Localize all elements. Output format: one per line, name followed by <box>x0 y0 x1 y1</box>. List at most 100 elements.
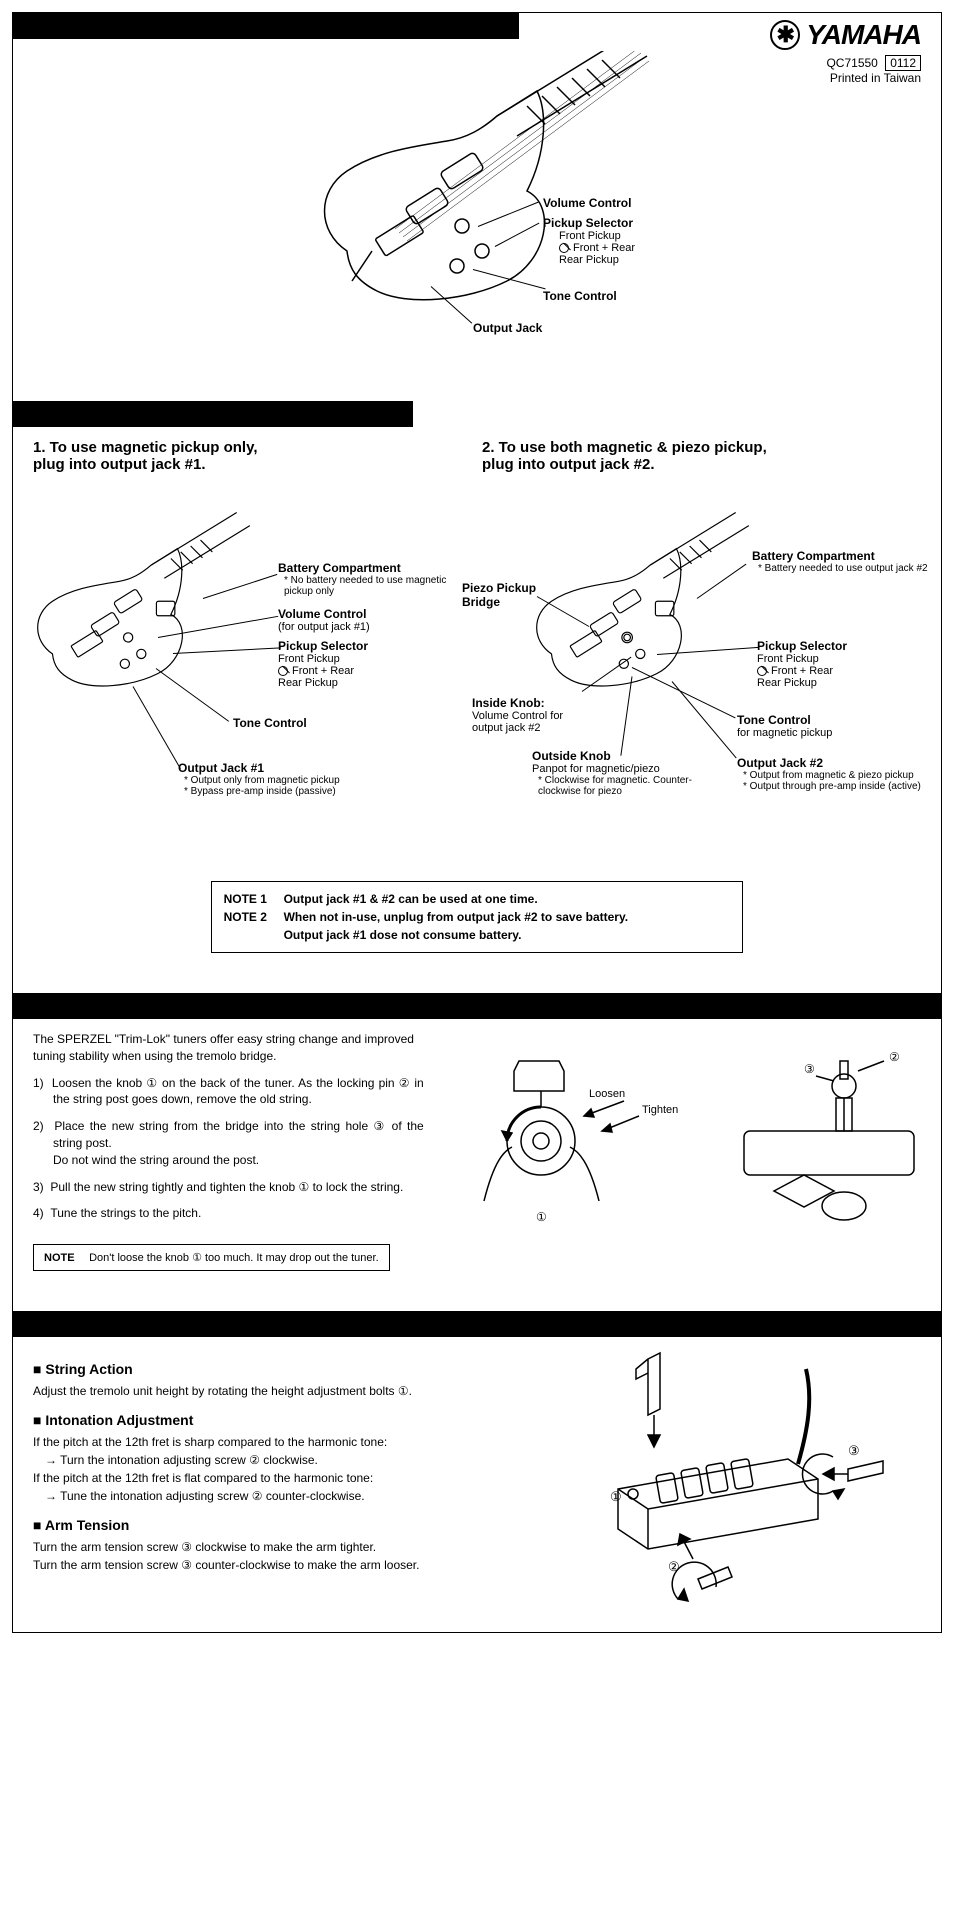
ps-front: Front Pickup <box>543 230 635 242</box>
r-outside: Outside Knob Panpot for magnetic/piezo *… <box>532 749 712 797</box>
mode2-title: 2. To use both magnetic & piezo pickup, … <box>482 439 921 473</box>
volume-control-label: Volume Control <box>543 196 631 210</box>
guitar-small-1 <box>13 511 263 731</box>
bridge-p2a: If the pitch at the 12th fret is sharp c… <box>33 1433 495 1451</box>
tone-label: Tone Control <box>233 716 307 730</box>
ps-front: Front Pickup <box>278 653 368 665</box>
volume-note: (for output jack #1) <box>278 621 370 633</box>
jack-n2: * Output through pre-amp inside (active) <box>737 781 947 792</box>
pickup-modes-row: 1. To use magnetic pickup only, plug int… <box>33 439 921 861</box>
yamaha-mark-icon <box>770 20 800 50</box>
note-label: NOTE <box>44 1252 86 1264</box>
bridge-section: String Action Adjust the tremolo unit he… <box>33 1349 921 1612</box>
note2-label: NOTE 2 <box>224 908 284 926</box>
jack-n1: * Output from magnetic & piezo pickup <box>737 770 947 781</box>
outside-n1: Panpot for magnetic/piezo <box>532 763 712 775</box>
battery-note: * Battery needed to use output jack #2 <box>752 563 932 574</box>
section-a-bar <box>13 401 413 427</box>
label-pickup-selector: Pickup Selector Front Pickup Front + Rea… <box>543 216 635 266</box>
ps-both: Front + Rear <box>573 242 635 254</box>
output-jack-label: Output Jack <box>473 321 542 335</box>
l-ps: Pickup Selector Front Pickup Front + Rea… <box>278 639 368 689</box>
ps-both: Front + Rear <box>771 665 833 677</box>
ps-both: Front + Rear <box>292 665 354 677</box>
inside-note: Volume Control for output jack #2 <box>472 710 592 734</box>
header-black-bar <box>13 13 519 39</box>
mode-magnetic-only: 1. To use magnetic pickup only, plug int… <box>33 439 472 861</box>
ps-front: Front Pickup <box>757 653 847 665</box>
mode1-title: 1. To use magnetic pickup only, plug int… <box>33 439 472 473</box>
notes-box: NOTE 1Output jack #1 & #2 can be used at… <box>211 881 744 953</box>
bridge-h1: String Action <box>33 1359 495 1380</box>
bridge-p1: Adjust the tremolo unit height by rotati… <box>33 1382 495 1400</box>
ps-label: Pickup Selector <box>278 639 368 653</box>
svg-text:②: ② <box>889 1050 900 1064</box>
selector-icon <box>278 666 288 676</box>
l-volume: Volume Control (for output jack #1) <box>278 607 370 633</box>
l-jack: Output Jack #1 * Output only from magnet… <box>178 761 408 797</box>
bridge-p2b: → Turn the intonation adjusting screw ② … <box>33 1451 495 1469</box>
label-output-jack: Output Jack <box>473 321 542 335</box>
selector-icon <box>559 243 569 253</box>
hero-diagram: Volume Control Pickup Selector Front Pic… <box>33 51 921 371</box>
r-piezo: Piezo Pickup Bridge <box>462 581 552 609</box>
bridge-p5: Turn the arm tension screw ③ counter-clo… <box>33 1556 495 1574</box>
tuner-step-3: 3) Pull the new string tightly and tight… <box>33 1179 424 1196</box>
tone-control-label: Tone Control <box>543 289 617 303</box>
outside-n2: * Clockwise for magnetic. Counter-clockw… <box>532 775 712 797</box>
l-tone: Tone Control <box>233 716 307 730</box>
r-ps: Pickup Selector Front Pickup Front + Rea… <box>757 639 847 689</box>
pickup-selector-label: Pickup Selector <box>543 216 633 230</box>
svg-text:①: ① <box>610 1489 622 1504</box>
bridge-p3a: If the pitch at the 12th fret is flat co… <box>33 1469 495 1487</box>
bridge-bar <box>13 1311 941 1337</box>
bridge-text: String Action Adjust the tremolo unit he… <box>33 1349 495 1574</box>
ps-rear: Rear Pickup <box>543 254 635 266</box>
ps-rear: Rear Pickup <box>278 677 368 689</box>
svg-text:③: ③ <box>804 1062 815 1076</box>
battery-label: Battery Compartment <box>278 561 401 575</box>
tuner-note-text: Don't loose the knob ① too much. It may … <box>89 1252 379 1264</box>
tuner-s4: Tune the strings to the pitch. <box>50 1206 201 1220</box>
loosen-label: Loosen <box>589 1088 625 1100</box>
bridge-p4: Turn the arm tension screw ③ clockwise t… <box>33 1538 495 1556</box>
tuner-svg: Loosen Tighten ① ③ ② <box>444 1031 924 1231</box>
tuner-step-1: 1) Loosen the knob ① on the back of the … <box>33 1075 424 1109</box>
label-volume: Volume Control <box>543 196 631 210</box>
note2a-text: When not in-use, unplug from output jack… <box>284 910 628 924</box>
svg-text:①: ① <box>536 1210 547 1224</box>
yamaha-logo: YAMAHA <box>770 19 921 51</box>
mode-magnetic-piezo: 2. To use both magnetic & piezo pickup, … <box>482 439 921 861</box>
tuner-s3: Pull the new string tightly and tighten … <box>50 1180 403 1194</box>
jack-n1: * Output only from magnetic pickup <box>178 775 408 786</box>
r-inside: Inside Knob: Volume Control for output j… <box>472 696 592 734</box>
tuner-step-4: 4) Tune the strings to the pitch. <box>33 1205 424 1222</box>
bridge-diagram: ① ② ③ <box>515 1349 921 1612</box>
r-battery: Battery Compartment * Battery needed to … <box>752 549 932 574</box>
jack-label: Output Jack #1 <box>178 761 264 775</box>
inside-label: Inside Knob: <box>472 696 545 710</box>
tone-label: Tone Control <box>737 713 811 727</box>
note1-text: Output jack #1 & #2 can be used at one t… <box>284 892 538 906</box>
tuner-diagrams: Loosen Tighten ① ③ ② <box>444 1031 924 1234</box>
brand-text: YAMAHA <box>806 19 921 51</box>
tuner-note-box: NOTE Don't loose the knob ① too much. It… <box>33 1244 390 1271</box>
note2b-text: Output jack #1 dose not consume battery. <box>284 928 522 942</box>
tuner-text: The SPERZEL "Trim-Lok" tuners offer easy… <box>33 1031 424 1232</box>
label-tone: Tone Control <box>543 289 617 303</box>
l-battery: Battery Compartment * No battery needed … <box>278 561 458 597</box>
volume-label: Volume Control <box>278 607 366 621</box>
manual-page: YAMAHA QC71550 0112 Printed in Taiwan <box>12 12 942 1633</box>
battery-label: Battery Compartment <box>752 549 875 563</box>
svg-text:②: ② <box>668 1559 680 1574</box>
bridge-h2: Intonation Adjustment <box>33 1410 495 1431</box>
outside-label: Outside Knob <box>532 749 611 763</box>
tuners-section: The SPERZEL "Trim-Lok" tuners offer easy… <box>33 1031 921 1234</box>
ps-label: Pickup Selector <box>757 639 847 653</box>
tuner-intro: The SPERZEL "Trim-Lok" tuners offer easy… <box>33 1031 424 1065</box>
ps-rear: Rear Pickup <box>757 677 847 689</box>
selector-icon <box>757 666 767 676</box>
r-jack: Output Jack #2 * Output from magnetic & … <box>737 756 947 792</box>
r-tone: Tone Control for magnetic pickup <box>737 713 887 739</box>
tuners-bar <box>13 993 941 1019</box>
